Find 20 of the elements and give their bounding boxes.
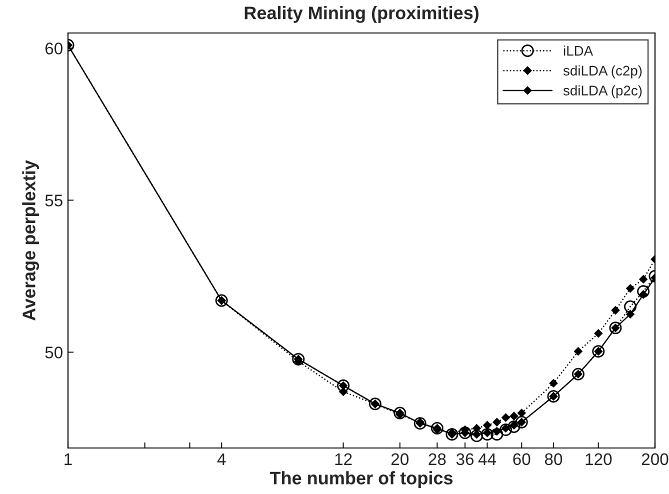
legend-label: sdiLDA (c2p) — [563, 65, 642, 78]
x-tick-label: 36 — [456, 453, 474, 466]
x-tick-label: 200 — [642, 453, 668, 466]
x-tick-label: 12 — [335, 453, 352, 465]
chart-title: Reality Mining (proximities) — [244, 6, 478, 23]
x-tick-label: 44 — [478, 453, 496, 465]
legend-label: sdiLDA (p2c) — [563, 85, 642, 98]
x-axis-title: The number of topics — [270, 471, 453, 488]
x-tick-label: 120 — [586, 453, 612, 466]
x-tick-label: 80 — [544, 453, 562, 466]
legend-label: iLDA — [564, 46, 594, 56]
y-axis-title: Average perplextiy — [22, 160, 40, 320]
x-tick-label: 4 — [217, 453, 226, 465]
x-tick-label: 60 — [513, 453, 530, 466]
x-tick-label: 1 — [64, 453, 72, 465]
y-tick-label: 55 — [45, 194, 62, 206]
x-tick-label: 20 — [391, 453, 409, 466]
x-tick-label: 28 — [428, 453, 446, 466]
y-tick-label: 60 — [45, 42, 62, 54]
y-tick-label: 50 — [45, 346, 62, 358]
